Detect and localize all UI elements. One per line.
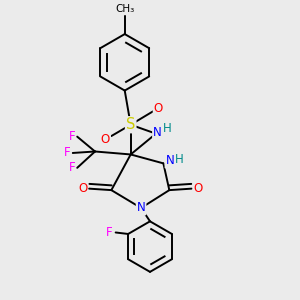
Text: F: F (68, 130, 75, 143)
Text: S: S (126, 117, 135, 132)
Text: O: O (194, 182, 203, 195)
Text: O: O (154, 103, 163, 116)
Text: F: F (64, 146, 71, 160)
Text: N: N (153, 126, 162, 139)
Text: O: O (101, 133, 110, 146)
Text: O: O (78, 182, 87, 195)
Text: CH₃: CH₃ (115, 4, 134, 14)
Text: F: F (106, 226, 112, 239)
Text: H: H (175, 153, 184, 166)
Text: H: H (163, 122, 172, 135)
Text: N: N (166, 154, 174, 167)
Text: N: N (137, 202, 146, 214)
Text: F: F (68, 161, 75, 174)
